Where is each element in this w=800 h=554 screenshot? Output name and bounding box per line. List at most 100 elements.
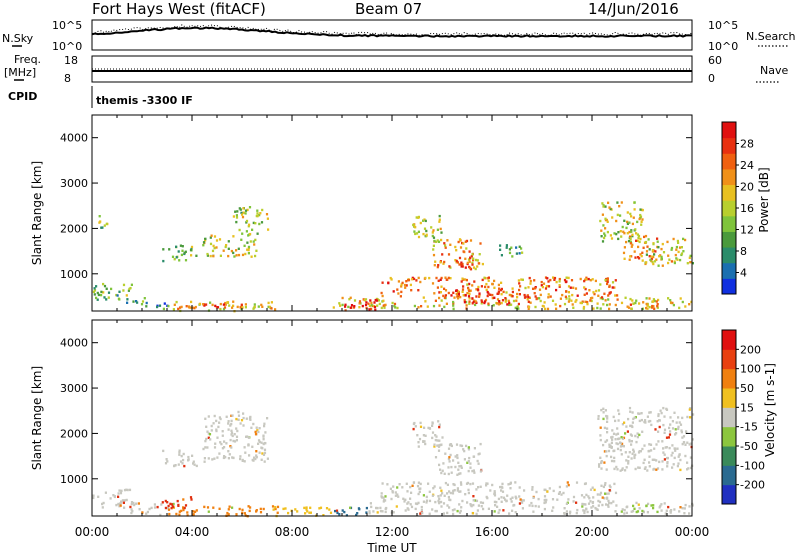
data-cell	[434, 260, 437, 263]
data-cell	[364, 298, 368, 301]
data-cell	[478, 452, 481, 455]
data-cell	[189, 496, 193, 499]
data-cell	[464, 278, 467, 281]
data-cell	[426, 305, 429, 308]
data-cell	[497, 292, 500, 295]
data-cell	[444, 289, 448, 292]
data-cell	[593, 292, 596, 296]
data-cell	[456, 261, 459, 264]
data-cell	[688, 303, 691, 306]
data-cell	[614, 419, 617, 423]
data-cell	[239, 455, 242, 458]
data-cell	[436, 439, 439, 442]
data-cell	[123, 499, 126, 502]
data-cell	[614, 294, 617, 297]
data-cell	[92, 494, 95, 497]
data-cell	[230, 429, 233, 432]
data-cell	[125, 498, 128, 502]
data-cell	[413, 277, 416, 281]
data-cell	[487, 276, 490, 279]
data-cell	[629, 235, 632, 238]
data-cell	[609, 444, 612, 447]
data-cell	[640, 223, 643, 226]
data-cell	[235, 254, 238, 257]
data-cell	[604, 234, 607, 237]
nsky-trace	[91, 26, 692, 38]
data-cell	[599, 219, 602, 223]
data-cell	[182, 506, 185, 509]
data-cell	[675, 421, 678, 424]
data-cell	[410, 289, 413, 292]
data-cell	[166, 460, 169, 463]
data-cell	[387, 281, 390, 285]
data-cell	[663, 428, 667, 431]
data-cell	[380, 306, 383, 310]
data-cell	[249, 418, 252, 421]
data-cell	[477, 462, 480, 465]
data-cell	[123, 488, 127, 492]
data-cell	[175, 256, 178, 259]
data-cell	[460, 483, 463, 486]
data-cell	[653, 307, 656, 310]
data-cell	[172, 502, 175, 506]
data-cell	[460, 265, 463, 268]
data-cell	[671, 420, 674, 423]
data-cell	[169, 502, 172, 506]
data-cell	[424, 219, 427, 223]
data-cell	[673, 260, 676, 263]
data-cell	[409, 485, 412, 489]
data-cell	[644, 419, 647, 422]
data-cell	[117, 297, 120, 300]
data-cell	[497, 497, 500, 501]
data-cell	[617, 437, 620, 441]
data-cell	[202, 303, 205, 306]
data-cell	[635, 232, 638, 235]
data-cell	[211, 303, 214, 307]
data-cell	[646, 304, 649, 307]
data-cell	[655, 468, 658, 471]
data-cell	[212, 422, 215, 425]
data-cell	[662, 423, 665, 427]
data-cell	[460, 280, 463, 283]
data-cell	[527, 286, 530, 289]
data-cell	[205, 437, 208, 441]
data-cell	[499, 485, 502, 489]
data-cell	[641, 509, 644, 513]
data-cell	[461, 241, 464, 245]
data-cell	[266, 217, 269, 220]
data-cell	[629, 410, 632, 413]
data-cell	[466, 283, 469, 286]
data-cell	[646, 245, 649, 248]
data-cell	[484, 285, 487, 289]
y-tick-label: 1000	[60, 473, 88, 486]
data-cell	[471, 253, 474, 256]
data-cell	[668, 446, 671, 450]
data-cell	[419, 482, 422, 486]
data-cell	[653, 447, 656, 450]
data-cell	[105, 287, 108, 290]
data-cell	[563, 302, 567, 306]
data-cell	[247, 252, 250, 255]
data-cell	[559, 297, 562, 300]
data-cell	[517, 302, 520, 306]
data-cell	[454, 259, 457, 262]
data-cell	[640, 412, 643, 415]
data-cell	[449, 453, 452, 457]
data-cell	[255, 214, 258, 218]
data-cell	[245, 417, 248, 420]
data-cell	[417, 289, 420, 292]
data-cell	[268, 305, 271, 309]
data-cell	[456, 297, 460, 300]
data-cell	[476, 265, 479, 268]
data-cell	[646, 307, 649, 310]
data-cell	[652, 298, 655, 301]
data-cell	[469, 466, 472, 469]
data-cell	[227, 513, 230, 516]
data-cell	[227, 247, 230, 250]
data-cell	[472, 503, 475, 507]
data-cell	[523, 293, 526, 297]
data-cell	[668, 258, 671, 261]
data-cell	[181, 462, 184, 465]
data-cell	[512, 504, 515, 507]
data-cell	[369, 502, 372, 505]
